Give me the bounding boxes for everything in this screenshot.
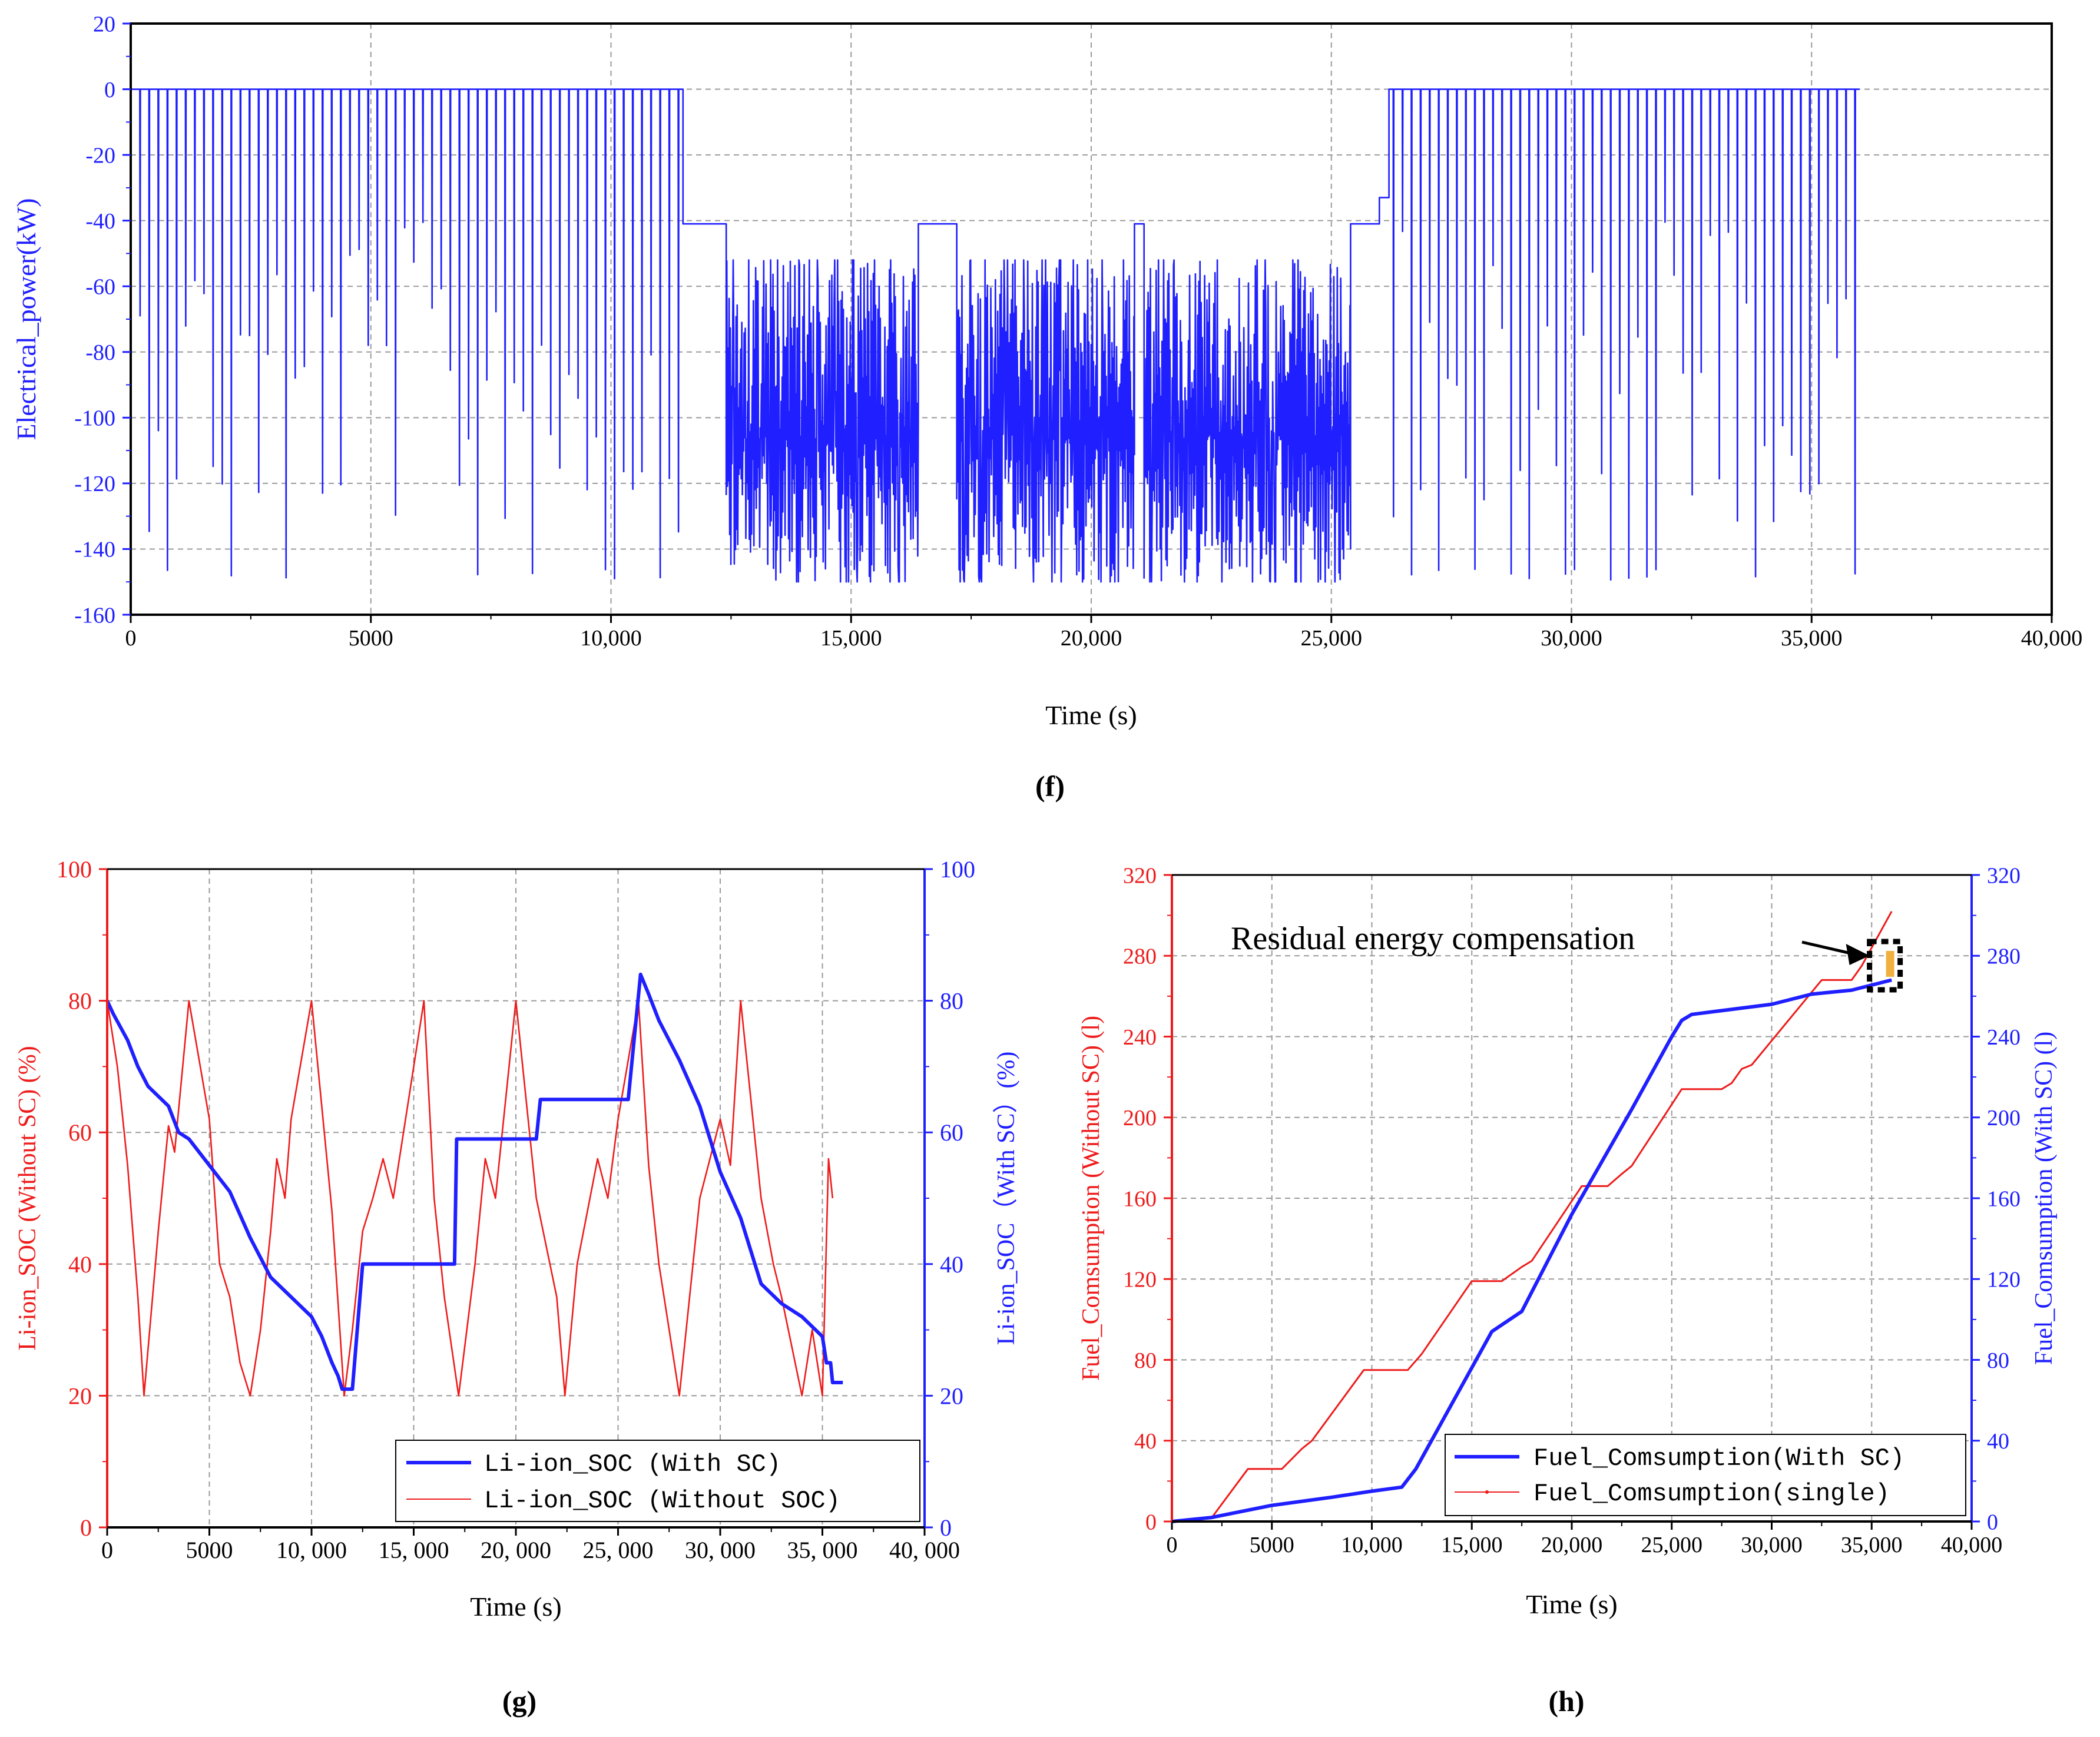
x-tick-label: 10,000: [1341, 1533, 1403, 1557]
x-tick-label: 20, 000: [481, 1537, 551, 1563]
y-tick-label: 20: [940, 1383, 963, 1409]
y-tick-label: -120: [74, 472, 115, 496]
g-legend-label: Li-ion_SOC (Without SOC): [484, 1487, 840, 1515]
h-left-y-axis-label: Fuel_Comsumption (Without SC) (l): [1078, 1016, 1105, 1381]
series-fuel-single: [1171, 911, 1893, 1523]
y-tick-label: 0: [1987, 1510, 1998, 1534]
y-tick-label: 80: [68, 988, 92, 1015]
x-tick-label: 40, 000: [889, 1537, 960, 1563]
x-tick-label: 20,000: [1541, 1533, 1603, 1557]
panel-h-fuel-chart: 0 5000 10,000 15,000 20,000 25,000 30,000 35,00…: [1078, 863, 2058, 1718]
f-x-axis-label: Time (s): [1045, 700, 1137, 730]
h-annotation: Residual energy compensation: [1231, 920, 1903, 993]
y-tick-label: 0: [940, 1514, 952, 1541]
x-tick-label: 30, 000: [685, 1537, 756, 1563]
y-tick-label: 20: [93, 12, 115, 37]
y-tick-label: 100: [57, 856, 92, 883]
y-tick-label: -20: [85, 143, 115, 168]
y-tick-label: 80: [940, 988, 963, 1015]
y-tick-label: 200: [1123, 1106, 1157, 1131]
series-soc-without-sc: [106, 1000, 834, 1397]
y-tick-label: -40: [85, 209, 115, 234]
y-tick-label: -100: [74, 406, 115, 431]
y-tick-label: 240: [1987, 1025, 2020, 1050]
x-tick-label: 15,000: [1441, 1533, 1503, 1557]
x-tick-label: 40,000: [2021, 626, 2083, 651]
x-tick-label: 5000: [349, 626, 393, 651]
h-right-y-axis-label: Fuel_Comsumption (With SC) (l): [2031, 1032, 2058, 1365]
f-caption: (f): [1035, 770, 1065, 803]
x-tick-label: 35,000: [1841, 1533, 1903, 1557]
h-x-axis-label: Time (s): [1526, 1589, 1618, 1619]
x-tick-label: 0: [1167, 1533, 1178, 1557]
g-left-y-axis-label: Li-ion_SOC (Without SC) (%): [14, 1046, 41, 1350]
y-tick-label: 280: [1987, 944, 2020, 969]
y-tick-label: 0: [104, 78, 115, 102]
x-tick-label: 5000: [186, 1537, 233, 1563]
y-tick-label: 40: [1134, 1429, 1157, 1454]
g-legend: Li-ion_SOC (With SC) Li-ion_SOC (Without…: [395, 1440, 920, 1522]
y-tick-label: 160: [1987, 1186, 2020, 1211]
y-tick-label: -160: [74, 603, 115, 628]
g-x-axis-label: Time (s): [470, 1592, 562, 1622]
y-tick-label: 60: [68, 1119, 92, 1146]
x-tick-label: 0: [101, 1537, 113, 1563]
x-tick-label: 10,000: [580, 626, 642, 651]
y-tick-label: 0: [1145, 1510, 1157, 1534]
y-tick-label: 20: [68, 1383, 92, 1409]
x-tick-label: 20,000: [1061, 626, 1122, 651]
y-tick-label: 80: [1987, 1348, 2009, 1373]
series-electrical-power: [131, 88, 1860, 583]
f-y-axis-label: Electrical_power(kW): [11, 198, 41, 440]
y-tick-label: 320: [1123, 863, 1157, 888]
x-tick-label: 10, 000: [276, 1537, 347, 1563]
y-tick-label: 40: [68, 1251, 92, 1278]
y-tick-label: 60: [940, 1119, 963, 1146]
h-legend: Fuel_Comsumption(With SC) Fuel_Comsumpti…: [1445, 1434, 1966, 1516]
y-tick-label: -80: [85, 340, 115, 365]
g-caption: (g): [502, 1685, 536, 1718]
x-tick-label: 40,000: [1941, 1533, 2003, 1557]
x-tick-label: 25, 000: [583, 1537, 654, 1563]
x-tick-label: 30,000: [1541, 626, 1602, 651]
panel-g-soc-chart: 0 5000 10, 000 15, 000 20, 000 25, 000 30, 000…: [14, 856, 1020, 1718]
y-tick-label: 100: [940, 856, 975, 883]
g-right-y-axis-label: Li-ion_SOC（With SC）(%): [993, 1052, 1020, 1345]
g-legend-label: Li-ion_SOC (With SC): [484, 1450, 781, 1479]
y-tick-label: 40: [940, 1251, 963, 1278]
y-tick-label: 200: [1987, 1106, 2020, 1131]
x-tick-label: 35,000: [1781, 626, 1843, 651]
panel-f-electrical-power-chart: 0 5000 10,000 15,000 20,000 25,000 30,000 35,00…: [11, 12, 2082, 803]
x-tick-label: 15, 000: [379, 1537, 449, 1563]
y-tick-label: 120: [1987, 1268, 2020, 1292]
x-tick-label: 25,000: [1301, 626, 1363, 651]
x-tick-label: 30,000: [1741, 1533, 1803, 1557]
y-tick-label: 40: [1987, 1429, 2009, 1454]
x-tick-label: 25,000: [1641, 1533, 1703, 1557]
series-fuel-with-sc: [1171, 978, 1892, 1523]
y-tick-label: 280: [1123, 944, 1157, 969]
h-legend-label: Fuel_Comsumption(With SC): [1533, 1444, 1904, 1473]
series-soc-with-sc: [105, 972, 843, 1391]
x-tick-label: 5000: [1250, 1533, 1294, 1557]
x-tick-label: 0: [125, 626, 137, 651]
y-tick-label: 320: [1987, 863, 2020, 888]
y-tick-label: 80: [1134, 1348, 1157, 1373]
y-tick-label: -140: [74, 538, 115, 562]
x-tick-label: 35, 000: [787, 1537, 858, 1563]
h-legend-label: Fuel_Comsumption(single): [1533, 1480, 1890, 1508]
y-tick-label: -60: [85, 275, 115, 300]
y-tick-label: 240: [1123, 1025, 1157, 1050]
h-caption: (h): [1548, 1685, 1584, 1718]
h-annotation-text: Residual energy compensation: [1231, 920, 1635, 957]
y-tick-label: 120: [1123, 1268, 1157, 1292]
y-tick-label: 0: [80, 1514, 92, 1541]
x-tick-label: 15,000: [820, 626, 882, 651]
y-tick-label: 160: [1123, 1186, 1157, 1211]
